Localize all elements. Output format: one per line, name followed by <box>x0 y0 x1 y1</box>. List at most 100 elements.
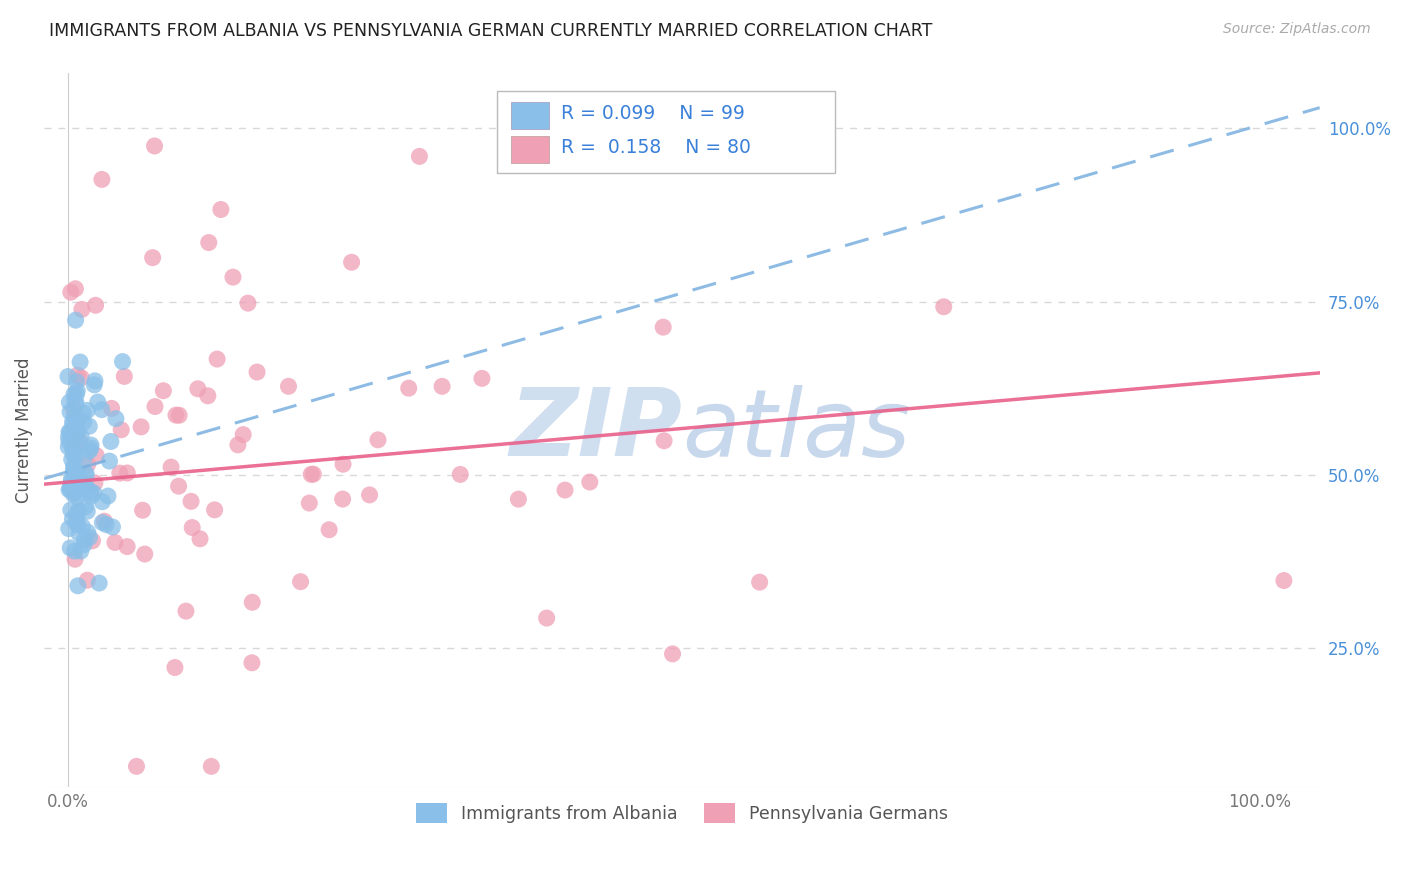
Point <box>62 512 84 526</box>
Point <box>77 483 100 498</box>
Point <box>240 656 263 670</box>
Point <box>748 575 770 590</box>
FancyBboxPatch shape <box>510 136 550 163</box>
Point <box>69 355 91 369</box>
Point <box>65 509 87 524</box>
Point <box>143 400 166 414</box>
Point <box>91 516 114 530</box>
Point <box>73 450 96 465</box>
Point <box>84 374 107 388</box>
Point <box>65 478 87 492</box>
Point <box>73 415 96 429</box>
Point <box>58 430 80 444</box>
Point <box>97 489 120 503</box>
Point <box>66 375 89 389</box>
Point <box>76 573 98 587</box>
Point <box>83 475 105 490</box>
Point <box>163 660 186 674</box>
Point <box>66 490 89 504</box>
Point <box>181 520 204 534</box>
Point <box>67 434 90 448</box>
Point <box>66 429 89 443</box>
Point <box>70 370 93 384</box>
Point <box>58 434 80 449</box>
Point <box>76 458 98 472</box>
Point <box>62 487 84 501</box>
Point <box>67 526 90 541</box>
Text: atlas: atlas <box>682 384 910 475</box>
Point <box>66 413 89 427</box>
Point <box>83 486 105 500</box>
Point <box>82 533 104 548</box>
Point <box>59 285 82 300</box>
Point <box>100 401 122 416</box>
Point <box>167 479 190 493</box>
Point <box>104 411 127 425</box>
Point <box>554 483 576 497</box>
Point <box>72 519 94 533</box>
Point <box>117 466 139 480</box>
Point <box>70 302 93 317</box>
Point <box>205 352 228 367</box>
Point <box>65 387 87 401</box>
Point <box>197 235 219 250</box>
Point <box>115 540 138 554</box>
Point <box>143 139 166 153</box>
Point <box>290 574 312 589</box>
Point <box>89 576 111 591</box>
Point <box>66 505 89 519</box>
Point <box>59 425 82 440</box>
Point <box>76 504 98 518</box>
Point <box>90 172 112 186</box>
Point <box>59 503 82 517</box>
Point <box>209 202 232 217</box>
Point <box>661 647 683 661</box>
Point <box>222 270 245 285</box>
Point <box>131 503 153 517</box>
Point <box>200 759 222 773</box>
Point <box>129 420 152 434</box>
Point <box>188 532 211 546</box>
Point <box>63 544 86 558</box>
Point <box>73 533 96 547</box>
Point <box>449 467 471 482</box>
Point <box>204 503 226 517</box>
Point <box>67 471 90 485</box>
Point <box>98 454 121 468</box>
Point <box>66 517 89 532</box>
Point <box>332 492 354 507</box>
Point <box>79 419 101 434</box>
Point <box>578 475 600 489</box>
Point <box>1272 574 1295 588</box>
Text: R =  0.158    N = 80: R = 0.158 N = 80 <box>561 138 751 158</box>
Point <box>65 465 87 479</box>
Point <box>66 579 89 593</box>
Text: R = 0.099    N = 99: R = 0.099 N = 99 <box>561 104 745 123</box>
Point <box>60 474 83 488</box>
Point <box>67 468 90 483</box>
Text: ZIP: ZIP <box>509 384 682 476</box>
Point <box>67 503 90 517</box>
Point <box>84 449 107 463</box>
Point <box>298 496 321 510</box>
Point <box>80 489 103 503</box>
Point <box>359 488 381 502</box>
Point <box>187 382 209 396</box>
Point <box>299 467 322 482</box>
Point <box>63 394 86 409</box>
Point <box>58 522 80 536</box>
Point <box>76 525 98 540</box>
Point <box>62 418 84 433</box>
Point <box>430 379 453 393</box>
Point <box>91 494 114 508</box>
Point <box>59 541 82 555</box>
Point <box>340 255 363 269</box>
Point <box>536 611 558 625</box>
Point <box>101 520 124 534</box>
Point <box>652 434 675 448</box>
Point <box>62 442 84 456</box>
Point <box>134 547 156 561</box>
Point <box>100 434 122 449</box>
Point <box>302 467 325 482</box>
Point <box>80 441 103 455</box>
